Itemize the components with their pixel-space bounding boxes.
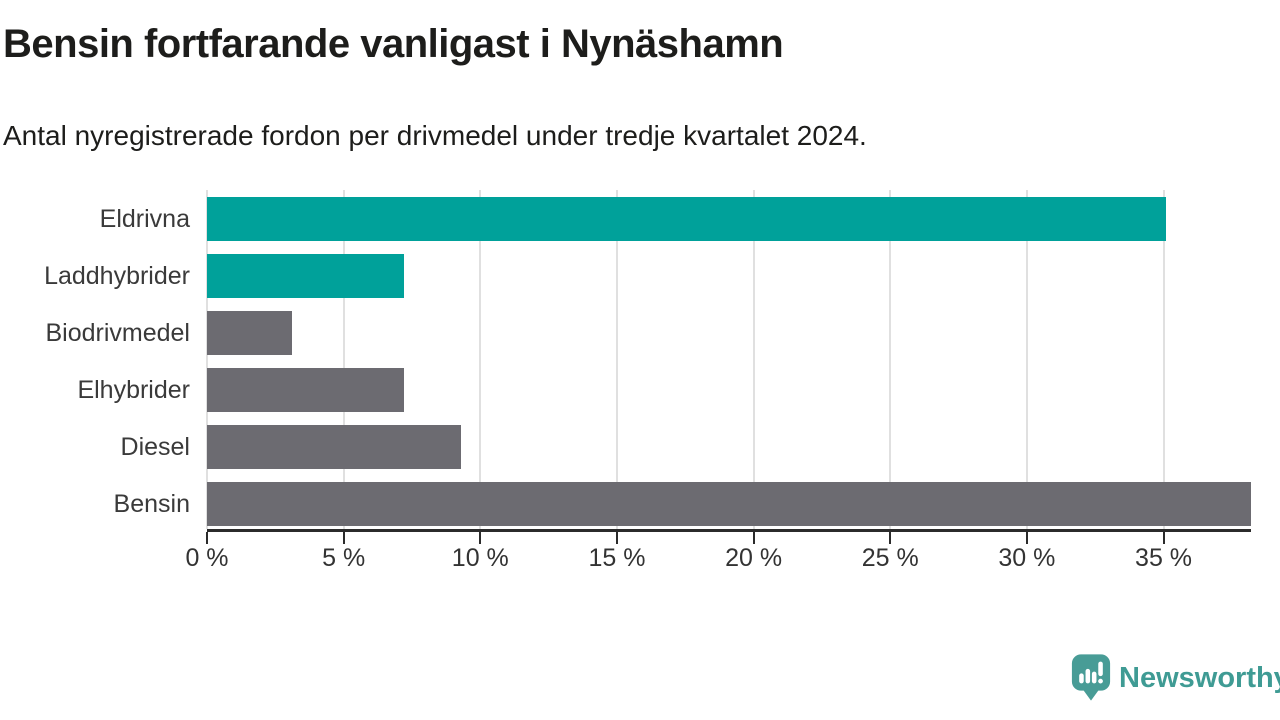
gridline	[479, 190, 482, 529]
plot-area: 0 % 5 % 10 % 15 % 20 % 25 % 30 % 35 %	[185, 190, 1251, 572]
x-axis-tick-label: 20 %	[725, 544, 783, 572]
chart-subtitle: Antal nyregistrerade fordon per drivmede…	[3, 120, 867, 151]
gridline	[889, 190, 892, 529]
bar-diesel	[207, 425, 462, 469]
x-axis-tick-label: 30 %	[998, 544, 1056, 572]
bar-elhybrider	[207, 368, 404, 412]
x-axis-tick	[479, 532, 482, 544]
x-axis-tick-label: 35 %	[1135, 544, 1193, 572]
x-axis-tick-label: 0 %	[185, 544, 229, 572]
category-label: Diesel	[120, 433, 190, 461]
bar-eldrivna	[207, 197, 1167, 241]
gridline	[1025, 190, 1028, 529]
bar-laddhybrider	[207, 254, 404, 298]
gridline	[1162, 190, 1165, 529]
x-axis-tick-label: 25 %	[861, 544, 919, 572]
x-axis-tick	[615, 532, 618, 544]
gridline	[752, 190, 755, 529]
category-label: Laddhybrider	[44, 262, 190, 290]
x-axis-tick	[752, 532, 755, 544]
x-axis-tick	[1162, 532, 1165, 544]
x-axis-tick	[889, 532, 892, 544]
x-axis-tick-label: 10 %	[451, 544, 509, 572]
bar-bensin	[207, 482, 1251, 526]
x-axis-tick	[342, 532, 345, 544]
gridline	[342, 190, 345, 529]
category-label: Elhybrider	[77, 376, 190, 404]
newsworthy-wordmark: Newsworthy	[1119, 661, 1280, 694]
bar-biodrivmedel	[207, 311, 292, 355]
newsworthy-logo: Newsworthy	[1071, 653, 1280, 702]
category-label: Eldrivna	[99, 205, 190, 233]
x-axis-tick	[206, 532, 208, 544]
category-label: Bensin	[113, 490, 190, 518]
x-axis-tick	[1025, 532, 1028, 544]
x-axis-tick-label: 5 %	[322, 544, 366, 572]
chart-title: Bensin fortfarande vanligast i Nynäshamn	[3, 22, 784, 66]
newsworthy-speech-bubble-bar-chart-icon	[1071, 654, 1111, 701]
gridline	[615, 190, 618, 529]
category-label: Biodrivmedel	[45, 319, 190, 347]
x-axis-tick-label: 15 %	[588, 544, 646, 572]
gridline	[206, 190, 208, 529]
